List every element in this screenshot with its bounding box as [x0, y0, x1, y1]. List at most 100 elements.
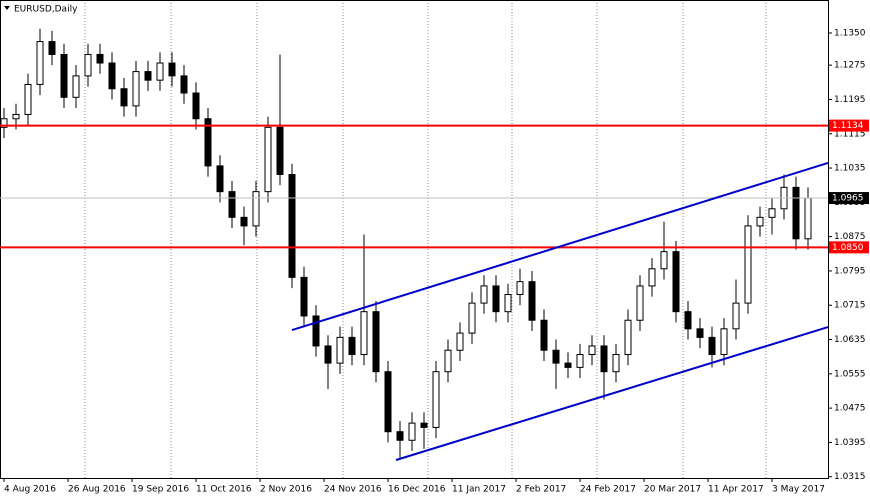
x-tick-label: 2 Feb 2017: [516, 485, 566, 495]
y-tick-label: 1.0555: [834, 369, 866, 379]
candle-body: [108, 62, 116, 90]
candle-body: [708, 336, 716, 356]
candle-body: [732, 302, 740, 330]
y-tick-label: 1.1350: [834, 29, 866, 39]
level-label: 1.0965: [832, 194, 864, 204]
x-tick-label: 20 Mar 2017: [644, 485, 701, 495]
x-tick-label: 3 May 2017: [772, 485, 825, 495]
chart-title: EURUSD,Daily: [14, 5, 78, 15]
candle-body: [444, 349, 452, 373]
candle-body: [456, 332, 464, 351]
candle-body: [492, 285, 500, 313]
x-tick-label: 2 Nov 2016: [260, 485, 312, 495]
trend-line: [291, 161, 829, 332]
candle-body: [804, 197, 812, 240]
candle-body: [372, 311, 380, 373]
candle-body: [132, 71, 140, 107]
candle-body: [360, 311, 368, 356]
y-tick-label: 1.0715: [834, 301, 866, 311]
trend-line: [395, 326, 829, 461]
candle-body: [660, 251, 668, 270]
candle-body: [300, 276, 308, 317]
x-tick-label: 11 Jan 2017: [452, 485, 506, 495]
candle-body: [540, 319, 548, 351]
candle-body: [468, 302, 476, 334]
level-tag: [829, 241, 869, 254]
candle-body: [684, 311, 692, 330]
candle-body: [144, 71, 152, 81]
candle-body: [384, 371, 392, 433]
candle-body: [420, 422, 428, 428]
level-label: 1.0850: [832, 243, 864, 253]
x-tick-label: 11 Oct 2016: [196, 485, 252, 495]
candle-body: [648, 268, 656, 287]
candle-body: [720, 328, 728, 356]
candle-body: [36, 41, 44, 85]
candle-body: [600, 345, 608, 373]
candle-body: [264, 126, 272, 193]
candle-body: [432, 371, 440, 428]
candle-body: [324, 345, 332, 364]
candle-body: [480, 285, 488, 304]
candle-body: [528, 281, 536, 321]
candle-body: [516, 281, 524, 296]
candle-body: [744, 225, 752, 304]
candle-body: [120, 88, 128, 107]
candle-body: [72, 75, 80, 98]
x-tick-label: 24 Nov 2016: [324, 485, 382, 495]
level-tag: [829, 192, 869, 205]
candle-body: [0, 118, 8, 128]
level-tag: [829, 119, 869, 132]
candle-body: [312, 315, 320, 347]
x-tick-label: 4 Aug 2016: [4, 485, 56, 495]
y-tick-label: 1.1275: [834, 61, 866, 71]
y-tick-label: 1.0315: [834, 472, 866, 482]
candle-body: [12, 113, 20, 120]
y-tick-label: 1.1035: [834, 164, 866, 174]
y-tick-label: 1.0635: [834, 335, 866, 345]
candle-body: [156, 62, 164, 81]
candle-body: [96, 53, 104, 64]
candle-body: [636, 285, 644, 321]
candle-body: [672, 251, 680, 313]
candle-body: [624, 319, 632, 356]
candle-body: [504, 294, 512, 313]
candle-body: [792, 186, 800, 240]
candle-body: [612, 354, 620, 373]
x-tick-label: 24 Feb 2017: [580, 485, 636, 495]
candle-body: [24, 83, 32, 115]
level-label: 1.1134: [832, 121, 864, 131]
candle-body: [408, 422, 416, 441]
y-tick-label: 1.0475: [834, 404, 866, 414]
candle-body: [588, 345, 596, 356]
candle-body: [204, 118, 212, 167]
y-tick-label: 1.0795: [834, 266, 866, 276]
candle-body: [552, 349, 560, 364]
candle-body: [180, 75, 188, 94]
candle-body: [276, 126, 284, 175]
candle-body: [60, 53, 68, 98]
plot-frame: [0, 0, 829, 479]
candle-body: [240, 216, 248, 227]
candle-body: [228, 191, 236, 218]
candle-body: [696, 328, 704, 338]
candle-body: [288, 173, 296, 278]
menu-triangle[interactable]: [4, 6, 10, 10]
candle-body: [768, 208, 776, 218]
x-tick-label: 19 Sep 2016: [132, 485, 189, 495]
candle-body: [396, 431, 404, 441]
y-tick-label: 1.1115: [834, 129, 866, 139]
candle-body: [336, 336, 344, 364]
x-tick-label: 16 Dec 2016: [388, 485, 446, 495]
y-tick-label: 1.0875: [834, 232, 866, 242]
candle-body: [576, 354, 584, 368]
candle-body: [192, 92, 200, 120]
candle-body: [252, 191, 260, 227]
candle-body: [84, 53, 92, 77]
candle-body: [756, 216, 764, 227]
candle-body: [564, 362, 572, 368]
candle-body: [48, 41, 56, 55]
candle-body: [216, 165, 224, 193]
